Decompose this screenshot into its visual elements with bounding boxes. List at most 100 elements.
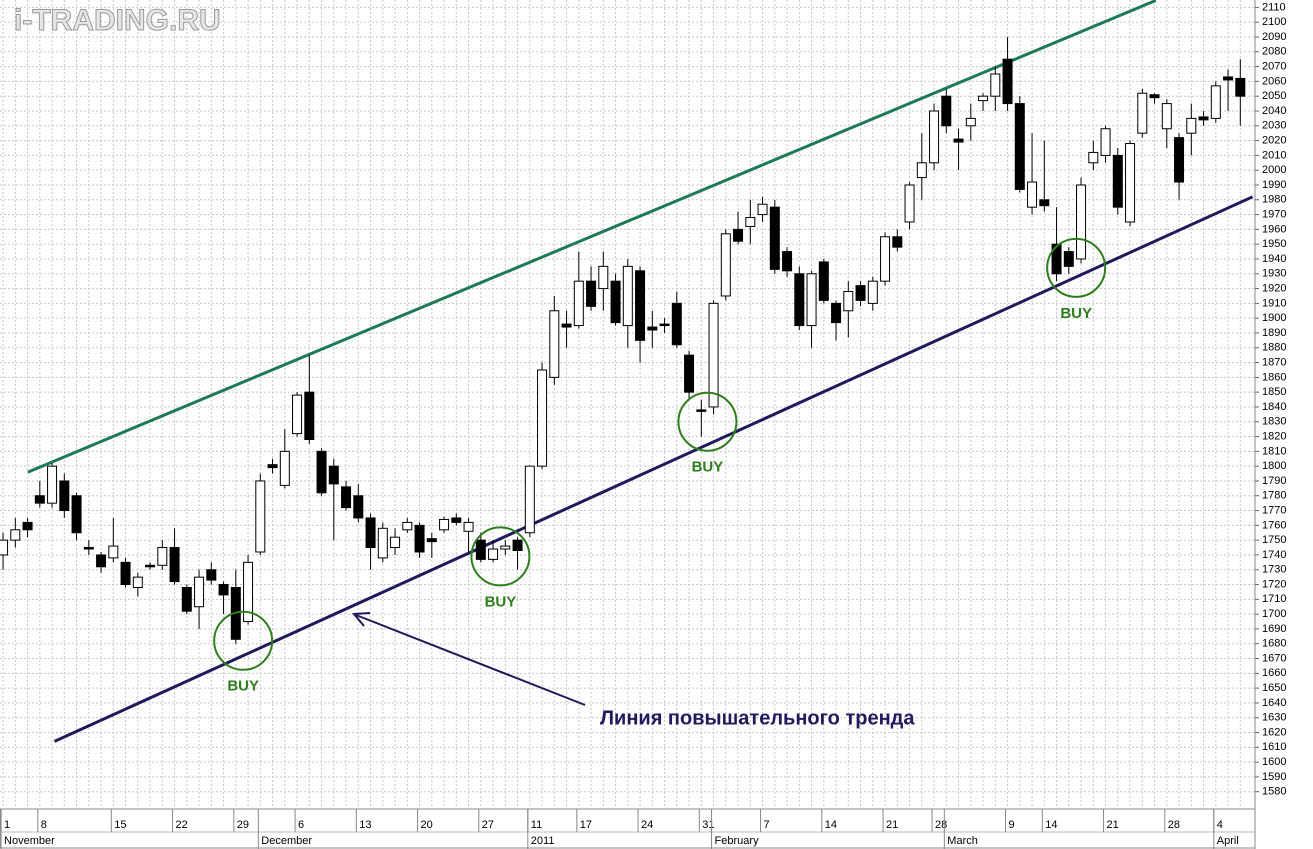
y-tick-label: 1890 [1262,327,1286,339]
y-tick-label: 1870 [1262,356,1286,368]
candle-body [990,73,1001,97]
candle-body [402,521,413,531]
y-tick-label: 2010 [1262,149,1286,161]
candle-body [659,323,670,327]
candle-body [892,236,903,248]
x-tick-label: 11 [531,819,542,831]
candle-body [806,273,817,327]
month-label: April [1217,835,1239,847]
candle-body [598,265,609,290]
y-tick-label: 1750 [1262,534,1286,546]
candle-body [488,548,499,560]
candle-body [304,391,315,441]
candle-body [1014,103,1025,190]
candle-body [537,369,548,467]
candle-body [1063,251,1074,267]
candle-body [218,584,229,596]
candle-body [341,486,352,509]
buy-signal [213,610,274,671]
candle-body [451,517,462,523]
candle-body [390,536,401,549]
y-tick-label: 2060 [1262,75,1286,87]
annotation-arrow [355,614,586,706]
candle-body [1027,181,1038,208]
candle-body [1076,184,1087,260]
candle-body [855,285,866,301]
candle-body [365,517,376,549]
candle-body [978,95,989,102]
month-label: 2011 [531,835,555,847]
candle-body [22,521,33,531]
candle-body [1002,58,1013,105]
y-tick-label: 2080 [1262,46,1286,58]
buy-label: BUY [485,593,517,610]
buy-signal [1046,237,1107,298]
y-tick-label: 1930 [1262,268,1286,280]
candle-body [34,495,45,504]
candle-body [941,95,952,127]
x-tick-label: 1 [4,819,10,831]
buy-label: BUY [692,459,724,476]
candle-body [867,280,878,304]
y-tick-label: 2090 [1262,31,1286,43]
candle-body [573,280,584,327]
candle-body [1100,128,1111,156]
candle-body [561,323,572,328]
x-tick-label: 14 [1045,819,1057,831]
candle-body [549,310,560,378]
candle-body [769,206,780,270]
y-tick-label: 2050 [1262,90,1286,102]
candle-body [47,465,58,504]
candle-body [1235,77,1246,97]
candle-body [0,539,9,556]
candle-body [916,162,927,179]
annotation-arrowhead [351,612,371,627]
x-axis-band [0,808,1256,849]
candle-body [157,547,168,566]
month-label: February [715,835,760,847]
candle-body [1149,94,1160,99]
candle-body [880,236,891,282]
month-label: November [4,835,55,847]
y-tick-label: 1800 [1262,460,1286,472]
y-tick-label: 2020 [1262,134,1286,146]
y-tick-label: 1680 [1262,638,1286,650]
candle-body [353,495,364,519]
buy-signal [470,526,531,587]
y-tick-label: 1760 [1262,519,1286,531]
candle-body [96,554,107,568]
candle-body [929,110,940,164]
x-tick-label: 6 [298,819,304,831]
y-tick-label: 1590 [1262,771,1286,783]
y-tick-label: 1810 [1262,445,1286,457]
candle-body [316,450,327,494]
candle-body [181,587,192,612]
candle-body [586,280,597,307]
x-tick-label: 24 [641,819,653,831]
candle-body [843,291,854,312]
candle-body [1137,92,1148,134]
y-tick-label: 1940 [1262,253,1286,265]
candle-body [267,464,278,469]
y-tick-label: 1650 [1262,682,1286,694]
candle-body [782,251,793,272]
trend-line [53,195,1254,743]
x-tick-label: 28 [1168,819,1180,831]
candle-body [1051,243,1062,275]
x-tick-label: 15 [114,819,126,831]
x-tick-label: 8 [41,819,47,831]
x-tick-label: 20 [421,819,433,831]
candle-body [671,302,682,346]
x-tick-label: 28 [935,819,947,831]
y-tick-label: 1990 [1262,179,1286,191]
x-tick-label: 27 [482,819,494,831]
x-tick-label: 29 [237,819,249,831]
candle-body [757,203,768,216]
y-tick-label: 1960 [1262,223,1286,235]
x-tick-label: 14 [825,819,837,831]
candle-body [132,576,143,589]
buy-signal [677,391,738,452]
x-tick-label: 9 [1009,819,1015,831]
y-tick-label: 1740 [1262,549,1286,561]
y-tick-label: 1840 [1262,401,1286,413]
